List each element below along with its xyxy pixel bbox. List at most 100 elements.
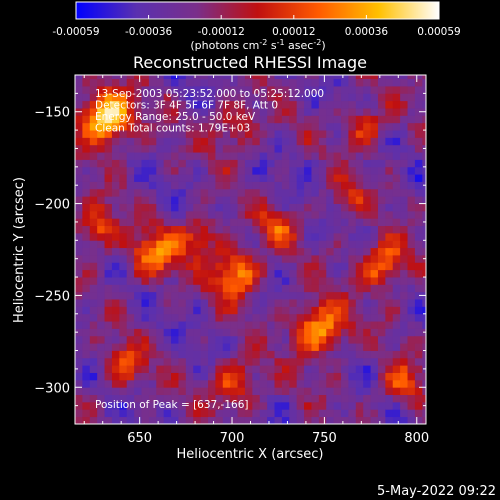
heatmap-cell [156,277,165,285]
heatmap-cell [75,218,83,227]
heatmap-cell [215,284,224,293]
heatmap-cell [341,166,349,175]
heatmap-cell [385,379,394,388]
heatmap-cell [348,269,357,278]
heatmap-cell [119,159,128,168]
heatmap-cell [75,196,83,204]
colorbar [75,1,440,20]
heatmap-cell [89,277,98,285]
heatmap-cell [126,115,135,124]
heatmap-cell [414,277,423,285]
heatmap-cell [281,75,290,80]
heatmap-cell [171,416,179,424]
heatmap-cell [333,100,342,109]
heatmap-cell [193,115,202,124]
heatmap-cell [296,416,305,424]
heatmap-cell [97,379,105,388]
heatmap-cell [141,247,150,256]
heatmap-cell [333,343,342,351]
heatmap-cell [244,78,253,87]
heatmap-cell [119,394,128,403]
heatmap-cell [111,203,120,212]
heatmap-cell [311,130,320,138]
heatmap-cell [119,416,128,424]
heatmap-cell [148,108,157,116]
heatmap-cell [193,166,202,175]
heatmap-cell [259,174,268,182]
heatmap-cell [163,269,172,278]
heatmap-cell [185,159,194,168]
heatmap-cell [377,203,386,212]
heatmap-cell [119,166,128,175]
heatmap-cell [119,321,128,329]
heatmap-cell [200,372,209,381]
heatmap-cell [385,306,394,315]
heatmap-cell [82,75,91,80]
heatmap-cell [148,284,157,293]
heatmap-cell [244,269,253,278]
heatmap-cell [370,365,379,373]
heatmap-cell [281,321,290,329]
colorbar-tick-label: -0.00012 [198,26,245,38]
heatmap-cell [296,328,305,337]
heatmap-cell [222,262,231,271]
heatmap-cell [193,130,202,138]
heatmap-cell [82,225,91,234]
heatmap-cell [193,328,202,337]
heatmap-cell [318,225,327,234]
heatmap-cell [148,277,157,285]
heatmap-cell [341,394,349,403]
heatmap-cell [237,144,246,153]
heatmap-cell [193,232,202,241]
heatmap-cell [237,181,246,190]
heatmap-cell [89,379,98,388]
heatmap-cell [259,321,268,329]
heatmap-cell [104,277,113,285]
heatmap-cell [407,328,416,337]
heatmap-cell [333,93,342,102]
heatmap-cell [141,159,150,168]
heatmap-cell [348,86,357,94]
heatmap-cell [281,247,290,256]
heatmap-cell [355,122,364,131]
heatmap-cell [267,159,275,168]
heatmap-cell [289,387,298,396]
heatmap-cell [414,152,423,160]
chart-title: Reconstructed RHESSI Image [133,53,367,72]
heatmap-cell [296,203,305,212]
heatmap-cell [82,188,91,197]
heatmap-cell [392,291,401,300]
heatmap-cell [281,174,290,182]
heatmap-cell [289,196,298,204]
heatmap-cell [281,372,290,381]
heatmap-cell [400,166,408,175]
heatmap-cell [326,379,335,388]
heatmap-cell [171,321,179,329]
heatmap-cell [400,232,408,241]
heatmap-cell [363,210,371,219]
heatmap-cell [304,181,312,190]
heatmap-cell [193,240,202,249]
heatmap-cell [274,379,283,388]
heatmap-cell [252,137,261,146]
heatmap-cell [422,122,426,131]
heatmap-cell [326,240,335,249]
heatmap-cell [370,255,379,263]
heatmap-cell [193,335,202,344]
heatmap-cell [82,321,91,329]
heatmap-cell [178,225,187,234]
heatmap-cell [244,86,253,94]
heatmap-cell [208,343,216,351]
heatmap-cell [222,203,231,212]
heatmap-cell [267,321,275,329]
heatmap-cell [326,144,335,153]
heatmap-cell [237,188,246,197]
heatmap-cell [281,379,290,388]
heatmap-cell [281,181,290,190]
heatmap-cell [407,335,416,344]
heatmap-cell [75,144,83,153]
heatmap-cell [289,232,298,241]
heatmap-cell [215,394,224,403]
heatmap-cell [178,210,187,219]
heatmap-cell [377,255,386,263]
